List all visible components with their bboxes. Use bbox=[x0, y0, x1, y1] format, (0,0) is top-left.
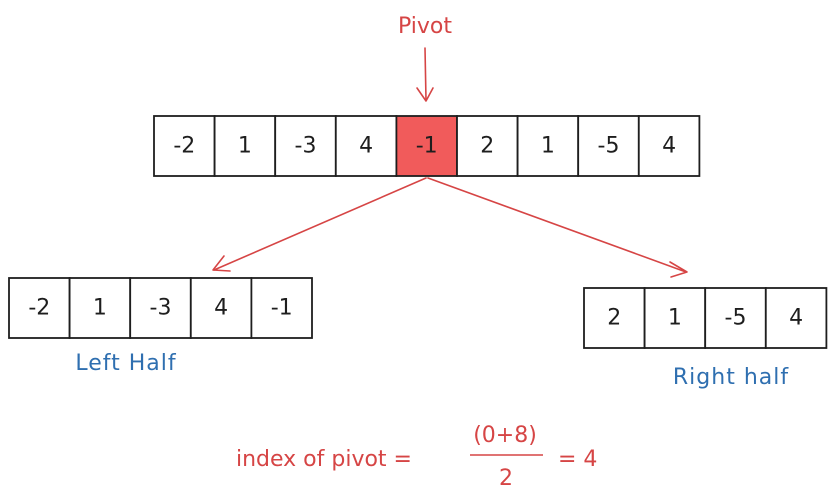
left-half-cell bbox=[8, 277, 71, 339]
left-half-cell-value: -2 bbox=[28, 296, 50, 321]
formula-lhs: index of pivot = bbox=[236, 447, 412, 472]
top-array-cell-value: 2 bbox=[480, 134, 494, 159]
top-array-cell-value: -1 bbox=[416, 134, 438, 159]
top-array-cell-value: -2 bbox=[173, 134, 195, 159]
top-array-cell bbox=[153, 115, 216, 177]
top-array-cell-value: 4 bbox=[359, 134, 373, 159]
left-half-label: Left Half bbox=[75, 351, 177, 376]
top-array-cell bbox=[274, 115, 337, 177]
left-half-cell bbox=[250, 277, 313, 339]
top-array-cell-value: 1 bbox=[541, 134, 555, 159]
left-half-array: -2 1 -3 4 -1 bbox=[8, 277, 313, 339]
pivot-label: Pivot bbox=[398, 14, 452, 39]
top-array-cell bbox=[516, 115, 580, 177]
right-half-cell-value: 1 bbox=[668, 306, 682, 331]
right-half-cell bbox=[643, 287, 707, 349]
left-half-cell-value: 1 bbox=[93, 296, 107, 321]
top-array-cell bbox=[577, 115, 640, 177]
right-half-label: Right half bbox=[673, 365, 789, 390]
top-array-cell-value: 4 bbox=[662, 134, 676, 159]
top-array: -2 1 -3 4 -1 2 1 -5 4 bbox=[153, 115, 701, 177]
top-array-cell-value: -3 bbox=[295, 134, 317, 159]
right-half-cell-value: 4 bbox=[789, 306, 803, 331]
top-array-cell-value: -5 bbox=[598, 134, 620, 159]
top-array-cell-value: 1 bbox=[238, 134, 252, 159]
right-half-array: 2 1 -5 4 bbox=[583, 287, 828, 349]
left-split-arrow bbox=[212, 177, 427, 272]
right-half-cell-value: -5 bbox=[725, 306, 747, 331]
right-half-cell bbox=[704, 287, 767, 349]
pivot-cell bbox=[395, 115, 458, 177]
right-half-cell-value: 2 bbox=[607, 306, 621, 331]
left-half-cell bbox=[189, 277, 253, 339]
pivot-down-arrow bbox=[416, 47, 434, 102]
right-half-cell bbox=[764, 287, 828, 349]
left-half-cell bbox=[129, 277, 192, 339]
left-half-cell-value: -3 bbox=[150, 296, 172, 321]
formula-rhs: = 4 bbox=[558, 447, 597, 472]
formula-numerator: (0+8) bbox=[473, 423, 537, 448]
pivot-index-formula: index of pivot = (0+8) 2 = 4 bbox=[236, 423, 597, 491]
top-array-cell bbox=[637, 115, 701, 177]
top-array-cell bbox=[456, 115, 519, 177]
top-array-cell bbox=[213, 115, 277, 177]
right-split-arrow bbox=[427, 177, 688, 278]
formula-denominator: 2 bbox=[499, 466, 513, 491]
left-half-cell-value: 4 bbox=[214, 296, 228, 321]
left-half-cell-value: -1 bbox=[271, 296, 293, 321]
